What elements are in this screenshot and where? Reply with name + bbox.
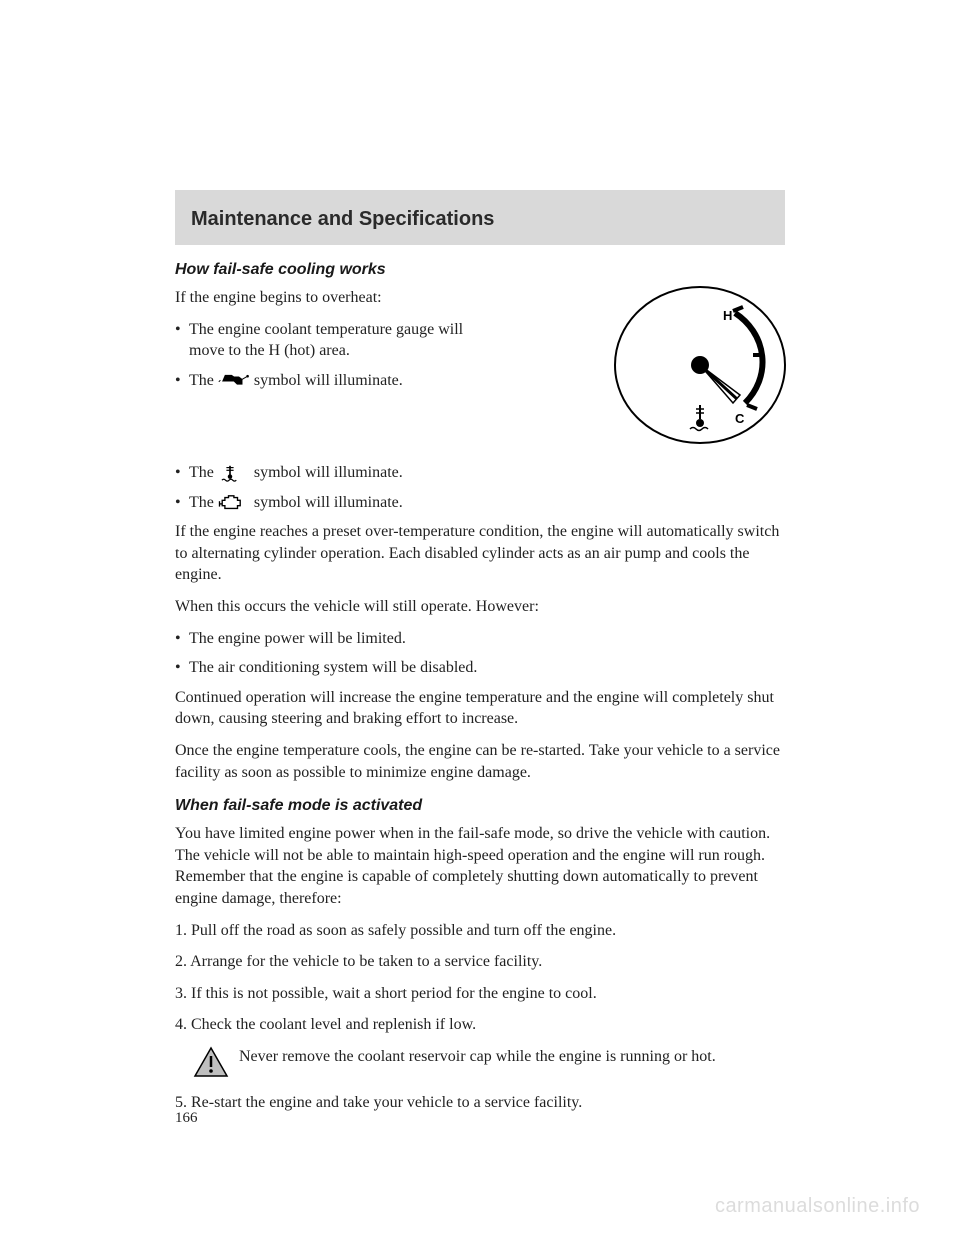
page-number: 166	[175, 1110, 198, 1127]
bullet-item: The symbol will illuminate.	[175, 462, 785, 484]
bullet-item: The engine power will be limited.	[175, 628, 785, 650]
bullet-text-post: symbol will illuminate.	[254, 494, 403, 511]
intro-text-col: If the engine begins to overheat: The en…	[175, 287, 475, 391]
overheat-bullets: The engine coolant temperature gauge wil…	[175, 319, 475, 392]
overheat-bullets-cont: The symbol will illuminate. The	[175, 462, 785, 513]
watermark: carmanualsonline.info	[715, 1195, 920, 1218]
chapter-header: Maintenance and Specifications	[175, 190, 785, 245]
page: Maintenance and Specifications How fail-…	[0, 0, 960, 1113]
bullet-item: The engine coolant temperature gauge wil…	[175, 319, 475, 362]
paragraph: You have limited engine power when in th…	[175, 823, 785, 909]
oil-can-icon	[218, 372, 250, 390]
intro-block: If the engine begins to overheat: The en…	[175, 287, 785, 462]
gauge-c-label: C	[735, 411, 745, 426]
paragraph: When this occurs the vehicle will still …	[175, 596, 785, 618]
warning-triangle-icon	[193, 1046, 229, 1078]
paragraph: Continued operation will increase the en…	[175, 687, 785, 730]
step-item: 5. Re-start the engine and take your veh…	[175, 1092, 785, 1114]
bullet-item: The symbol will illuminate.	[175, 370, 475, 392]
bullet-text-post: symbol will illuminate.	[254, 372, 403, 389]
thermometer-icon	[690, 405, 708, 431]
step-item: 2. Arrange for the vehicle to be taken t…	[175, 951, 785, 973]
step-item: 4. Check the coolant level and replenish…	[175, 1014, 785, 1036]
bullet-text-post: symbol will illuminate.	[254, 464, 403, 481]
engine-icon	[218, 494, 250, 512]
paragraph: If the engine reaches a preset over-temp…	[175, 521, 785, 586]
steps-list: 1. Pull off the road as soon as safely p…	[175, 920, 785, 1036]
temperature-gauge-figure: H C	[605, 283, 795, 453]
warning-text: Never remove the coolant reservoir cap w…	[239, 1046, 716, 1068]
bullet-item: The air conditioning system will be disa…	[175, 657, 785, 679]
intro-line: If the engine begins to overheat:	[175, 287, 475, 309]
bullet-text-pre: The	[189, 372, 218, 389]
section-heading-2: When fail-safe mode is activated	[175, 797, 785, 815]
steps-list-cont: 5. Re-start the engine and take your veh…	[175, 1092, 785, 1114]
gauge-h-label: H	[723, 308, 732, 323]
coolant-temp-icon	[218, 464, 250, 482]
warning-callout: Never remove the coolant reservoir cap w…	[175, 1046, 785, 1078]
section-heading-1: How fail-safe cooling works	[175, 261, 785, 279]
paragraph: Once the engine temperature cools, the e…	[175, 740, 785, 783]
step-item: 3. If this is not possible, wait a short…	[175, 983, 785, 1005]
bullet-text-pre: The	[189, 464, 218, 481]
chapter-title: Maintenance and Specifications	[191, 208, 769, 231]
operation-bullets: The engine power will be limited. The ai…	[175, 628, 785, 679]
step-item: 1. Pull off the road as soon as safely p…	[175, 920, 785, 942]
bullet-item: The symbol will illuminate.	[175, 492, 785, 514]
bullet-text-pre: The	[189, 494, 218, 511]
